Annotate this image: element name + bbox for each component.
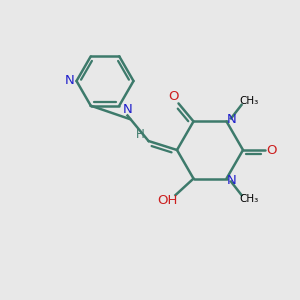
Text: N: N xyxy=(123,103,132,116)
Text: N: N xyxy=(227,174,237,187)
Text: N: N xyxy=(65,74,75,88)
Text: CH₃: CH₃ xyxy=(239,96,259,106)
Text: O: O xyxy=(168,90,178,103)
Text: H: H xyxy=(136,128,145,142)
Text: N: N xyxy=(227,113,237,126)
Text: O: O xyxy=(266,143,277,157)
Text: CH₃: CH₃ xyxy=(239,194,259,204)
Text: OH: OH xyxy=(157,194,177,207)
